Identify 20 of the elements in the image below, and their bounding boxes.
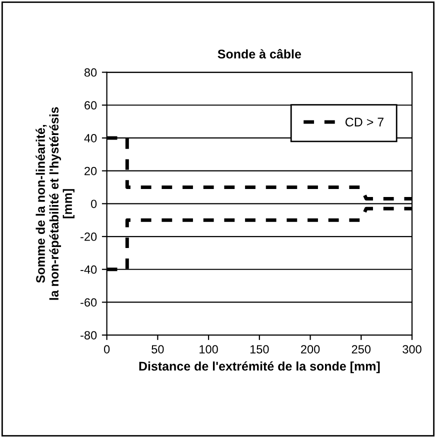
x-tick-label: 50 (152, 345, 164, 354)
x-tick-label: 200 (301, 345, 320, 354)
y-tick-label: 20 (84, 166, 97, 176)
x-tick-label: 0 (104, 345, 110, 354)
y-tick-label: -60 (80, 298, 97, 307)
y-tick-label: -40 (80, 265, 97, 274)
y-tick-label: 0 (90, 200, 97, 208)
x-axis-title: Distance de l'extrémité de la sonde [mm] (139, 361, 380, 374)
x-tick-label: 300 (402, 345, 422, 354)
chart-title: Sonde à câble (218, 49, 302, 59)
y-tick-label: -80 (80, 331, 97, 340)
x-tick-label: 150 (250, 345, 269, 354)
legend-label: CD > 7 (345, 118, 384, 126)
y-tick-label: 60 (84, 101, 97, 110)
y-axis-title: Somme de la non-linéarité, la non-répétabilité et l'hystérésis [mm] (36, 107, 74, 300)
y-tick-label: 80 (84, 68, 97, 77)
x-tick-label: 100 (200, 345, 218, 354)
y-tick-label: -20 (80, 232, 97, 241)
x-tick-label: 250 (352, 345, 371, 354)
y-tick-label: 40 (84, 134, 97, 142)
